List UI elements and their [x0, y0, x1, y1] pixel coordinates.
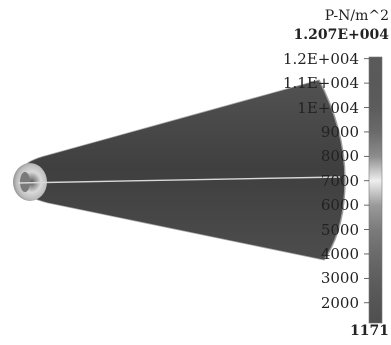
colorbar-tick-label: 3000	[320, 269, 359, 288]
legend-unit-label: P-N/m^2	[324, 8, 389, 24]
colorbar	[368, 56, 383, 324]
colorbar-tick-label: 6000	[320, 196, 359, 215]
colorbar-tick-label: 1.1E+004	[282, 74, 359, 93]
colorbar-tick-label: 5000	[320, 220, 359, 239]
colorbar-tick-label: 7000	[320, 171, 359, 190]
colorbar-tick-label: 1E+004	[297, 98, 359, 117]
colorbar-tick-label: 4000	[320, 244, 359, 263]
cone-tip-core	[20, 172, 30, 192]
colorbar-tick-label: 9000	[320, 122, 359, 141]
colorbar-tick-label: 2000	[320, 293, 359, 312]
colorbar-tick-marks	[364, 58, 369, 304]
colorbar-tick-label: 8000	[320, 147, 359, 166]
legend-max-value: 1.207E+004	[293, 27, 389, 43]
colorbar-tick-label: 1.2E+004	[282, 49, 359, 68]
legend-min-value: 1171	[350, 323, 389, 339]
cone-base-rim	[318, 79, 346, 261]
cone-axis-line	[17, 176, 341, 184]
